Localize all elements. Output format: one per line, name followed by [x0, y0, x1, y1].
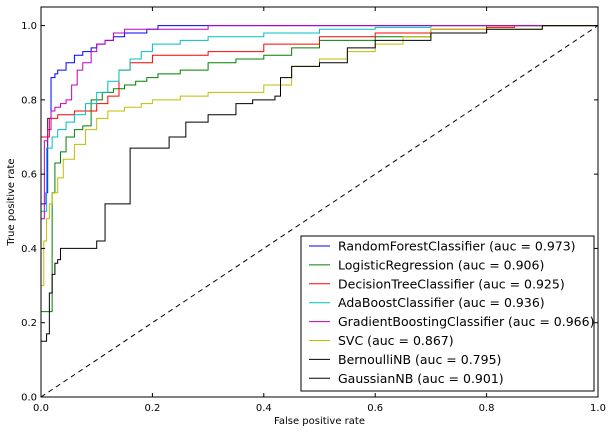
y-tick-label: 1.0 — [21, 21, 37, 32]
series-line-3 — [40, 25, 598, 360]
y-tick-label: 0.6 — [21, 170, 37, 181]
y-tick-label: 0.2 — [21, 318, 37, 329]
axes: 0.0 0.2 0.4 0.6 0.8 1.0 0.0 0.2 0.4 0.6 0.8 1.0 — [21, 6, 606, 414]
x-tick-label: 0.2 — [144, 403, 160, 414]
y-tick-label: 0.8 — [21, 95, 37, 106]
x-axis-label: False positive rate — [274, 416, 365, 427]
legend-entry-0: RandomForestClassifier (auc = 0.973) — [338, 239, 576, 254]
x-tick-label: 1.0 — [590, 403, 606, 414]
legend-entry-7: GaussianNB (auc = 0.901) — [338, 371, 504, 386]
y-tick-label: 0.4 — [21, 244, 37, 255]
series-line-4 — [40, 25, 598, 357]
x-tick-label: 0.4 — [256, 403, 272, 414]
x-tick-label: 0.0 — [33, 403, 49, 414]
legend-entry-3: AdaBoostClassifier (auc = 0.936) — [338, 295, 545, 310]
legend-entry-2: DecisionTreeClassifier (auc = 0.925) — [338, 276, 565, 291]
plot-frame — [40, 6, 599, 398]
x-tick-label: 0.8 — [479, 403, 495, 414]
legend-box — [300, 235, 595, 392]
y-axis-label: True positive rate — [6, 158, 17, 246]
legend-entry-1: LogisticRegression (auc = 0.906) — [338, 257, 544, 272]
series-line-6 — [40, 25, 598, 357]
y-tick-label: 0.0 — [21, 393, 37, 404]
x-tick-label: 0.6 — [367, 403, 383, 414]
chance-diagonal-line — [40, 25, 599, 398]
legend-entry-5: SVC (auc = 0.867) — [338, 333, 454, 348]
series-line-1 — [40, 25, 598, 349]
legend-entry-6: BernoulliNB (auc = 0.795) — [338, 352, 501, 367]
legend: RandomForestClassifier (auc = 0.973) Logi… — [300, 235, 595, 392]
legend-entry-4: GradientBoostingClassifier (auc = 0.966) — [338, 314, 594, 329]
